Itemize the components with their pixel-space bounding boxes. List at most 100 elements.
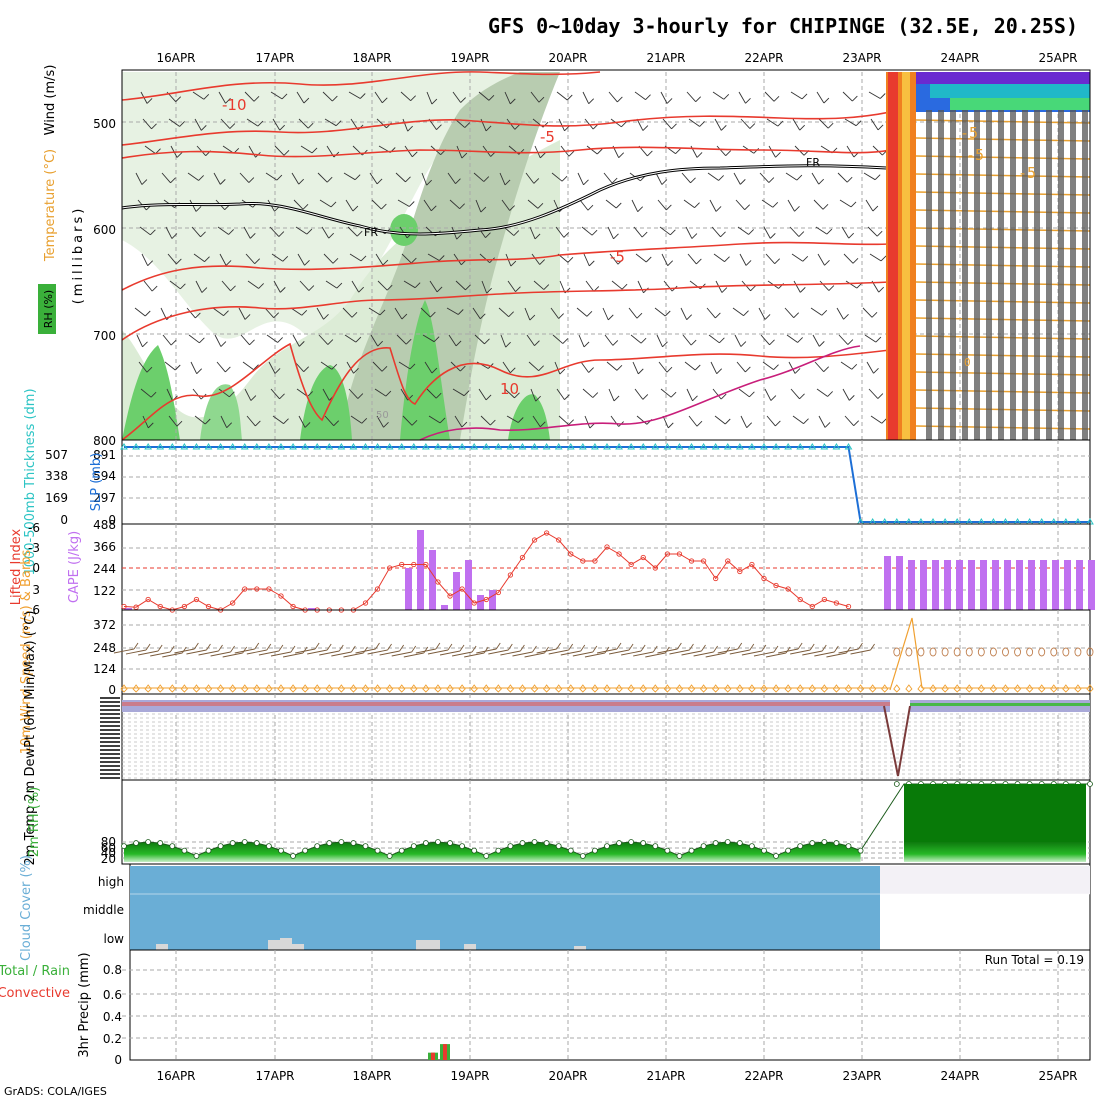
- wind-barb-flag: [382, 259, 389, 266]
- wind-barb-flag: [358, 286, 365, 293]
- wind-barb-shaft: [397, 199, 410, 207]
- wind-barb-flag: [250, 395, 257, 401]
- rh-marker: [290, 853, 296, 859]
- li-marker: [399, 561, 405, 568]
- wind-barb-10m: [826, 652, 847, 658]
- rh-marker: [157, 840, 164, 846]
- wind-barb-10m-flag: [206, 643, 211, 651]
- cape-bar: [308, 608, 316, 610]
- wind-speed-circle: [1050, 647, 1058, 657]
- wind-barb-shaft: [606, 361, 618, 371]
- wind-barb-10m: [621, 650, 642, 656]
- li-marker: [737, 568, 743, 575]
- wind-barb-flag: [488, 95, 495, 101]
- wind-barb-flag: [254, 258, 261, 264]
- li-marker: [713, 575, 719, 582]
- wind-barb-shaft: [192, 388, 202, 400]
- wind-barb-flag: [326, 176, 333, 183]
- wind-speed-marker: [1038, 684, 1046, 693]
- wind-barb-flag: [640, 337, 647, 344]
- wind-barb-flag: [195, 312, 201, 319]
- slp-marker: [397, 443, 406, 450]
- li-marker: [447, 593, 453, 599]
- precip-bar-convective: [443, 1044, 447, 1060]
- wind-barb-shaft: [530, 91, 540, 103]
- wind-barb-shaft: [872, 145, 883, 156]
- wind-barb-flag: [636, 312, 643, 319]
- wind-barb-shaft: [325, 280, 338, 289]
- wind-barb-10m-flag: [785, 646, 791, 654]
- wind-barb-shaft: [636, 118, 644, 131]
- wind-barb-shaft: [632, 361, 639, 375]
- wind-barb-shaft: [532, 415, 541, 428]
- wind-barb-shaft: [166, 388, 173, 401]
- wind-barb-shaft: [789, 226, 800, 237]
- wind-barb-flag: [461, 421, 468, 428]
- wind-barb-flag: [662, 341, 668, 348]
- wind-barb-flag: [455, 340, 462, 347]
- wind-barb-flag: [823, 97, 830, 104]
- wind-barb-shaft: [819, 280, 830, 291]
- wind-barb-flag: [336, 282, 343, 289]
- wind-barb-flag: [146, 366, 153, 373]
- wind-speed-circle: [1014, 647, 1021, 657]
- wind-speed-marker: [337, 684, 345, 693]
- wind-barb-flag: [431, 367, 438, 374]
- wind-barb-shaft: [680, 307, 688, 320]
- wind-barb-shaft: [525, 172, 535, 184]
- wind-barb-flag: [283, 150, 290, 156]
- wind-barb-10m-flag: [604, 646, 610, 654]
- slp-marker: [192, 443, 201, 450]
- wind-barb-flag: [253, 364, 259, 370]
- barb-stripe: [950, 110, 956, 440]
- wind-barb-shaft: [343, 172, 356, 181]
- wind-barb-shaft: [400, 91, 411, 102]
- wind-barb-10m-flag: [616, 642, 622, 650]
- wind-barb-flag: [588, 260, 595, 267]
- wind-barb-shaft: [684, 361, 696, 371]
- precip-label: 3hr Precip (mm): [77, 952, 92, 1057]
- slp-marker: [313, 443, 322, 450]
- wind-speed-marker: [518, 684, 527, 693]
- wind-barb-flag: [666, 98, 673, 104]
- temp-panel: 2m Temp 2m DewPt (6hr Min/Max) (°C): [23, 611, 1091, 865]
- wind-barb-flag: [720, 393, 727, 400]
- wind-barb-10m-flag: [520, 644, 525, 652]
- wind-barb-flag: [539, 259, 545, 265]
- wind-barb-flag: [721, 287, 728, 293]
- rh-marker: [857, 847, 864, 854]
- wind-barb-flag: [407, 125, 413, 132]
- wind-barb-shaft: [869, 253, 882, 262]
- wind-barb-flag: [277, 337, 283, 343]
- wind-barb-shaft: [264, 307, 275, 318]
- wind-barb-shaft: [220, 415, 228, 428]
- rh-marker: [664, 847, 671, 854]
- wind-speed-marker: [180, 684, 188, 693]
- li-marker: [278, 593, 284, 599]
- li-marker: [568, 551, 574, 557]
- wind-barb-flag: [460, 97, 466, 103]
- wind-barb-shaft: [247, 280, 259, 289]
- wind-speed-marker: [917, 684, 925, 693]
- date-label-bottom: 23APR: [842, 1069, 881, 1083]
- wind-barb-10m-flag: [278, 644, 284, 652]
- wind-barb-10m: [427, 649, 449, 655]
- legend-rh-swatch: [38, 284, 56, 334]
- wind-barb-shaft: [529, 226, 536, 240]
- wind-barb-shaft: [766, 118, 779, 127]
- slp-marker: [760, 443, 768, 450]
- cape-bar: [1076, 560, 1083, 610]
- wind-barb-shaft: [785, 172, 798, 181]
- wind-barb-flag: [827, 391, 833, 397]
- wind-barb-shaft: [660, 91, 668, 104]
- wind-barb-flag: [411, 151, 418, 158]
- wind-barb-flag: [613, 233, 619, 240]
- wind-barb-flag: [645, 94, 651, 100]
- wind-barb-shaft: [818, 118, 829, 129]
- wind-speed-circle: [1002, 647, 1009, 657]
- wind-barb-flag: [171, 233, 178, 239]
- wind-barb-flag: [794, 368, 801, 374]
- wind-barb-10m-flag: [592, 645, 598, 653]
- slp-tick-l0: 507: [45, 448, 68, 462]
- date-label-bottom: 17APR: [255, 1069, 294, 1083]
